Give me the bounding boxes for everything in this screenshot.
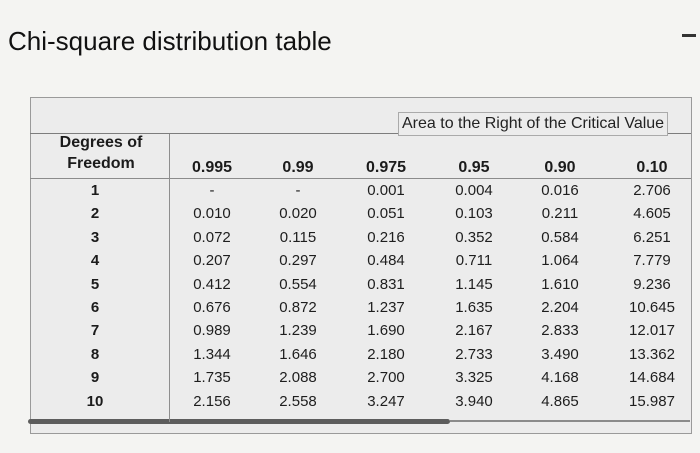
table-cell: 2.180 [367, 345, 405, 363]
table-cell: 2.706 [633, 182, 671, 199]
table-cell: 4.865 [541, 392, 579, 410]
table-cell: 0.211 [541, 205, 579, 223]
table-cell: 2.156 [193, 392, 231, 410]
table-cell: 0.872 [279, 299, 317, 316]
table-cell: 1.690 [367, 322, 405, 340]
column-header: 0.10 [636, 159, 668, 176]
table-cell: - [209, 182, 215, 199]
column-header: 0.95 [458, 159, 490, 176]
table-cell: 0.352 [455, 228, 493, 246]
table-top-rule [30, 133, 691, 134]
table-cell: 3.490 [541, 345, 579, 363]
table-cell: 1.344 [193, 345, 231, 363]
df-cell: 9 [90, 369, 100, 387]
table-cell: 9.236 [633, 275, 671, 293]
column-header: 0.975 [365, 159, 407, 176]
table-cell: 2.833 [541, 322, 579, 340]
df-cell: 1 [90, 182, 100, 199]
df-cell: 4 [90, 252, 100, 270]
table-cell: 4.605 [633, 205, 671, 223]
table-cell: 2.204 [541, 299, 579, 316]
table-cell: 3.940 [455, 392, 493, 410]
chi-square-table [30, 97, 692, 434]
table-cell: 0.676 [193, 299, 231, 316]
table-cell: 0.584 [541, 228, 579, 246]
corner-mark [682, 34, 696, 37]
table-cell: 0.554 [279, 275, 317, 293]
table-cell: 2.558 [279, 392, 317, 410]
df-header-line-1: Degrees of [59, 134, 143, 151]
table-cell: 1.635 [455, 299, 493, 316]
df-column-divider [169, 134, 170, 422]
table-cell: 0.115 [279, 228, 317, 246]
table-cell: 10.645 [629, 299, 675, 316]
df-cell: 2 [90, 205, 100, 223]
table-bottom-rule [28, 419, 450, 424]
table-cell: 0.297 [279, 252, 317, 270]
table-bottom-rule-right [450, 420, 690, 422]
df-cell: 7 [90, 322, 100, 340]
table-cell: 0.831 [367, 275, 405, 293]
table-cell: 0.412 [193, 275, 231, 293]
column-header: 0.90 [544, 159, 576, 176]
table-cell: 6.251 [633, 228, 671, 246]
df-cell: 8 [90, 345, 100, 363]
table-cell: 0.484 [367, 252, 405, 270]
table-cell: 13.362 [629, 345, 675, 363]
table-cell: 12.017 [629, 322, 675, 340]
table-cell: 0.103 [455, 205, 493, 223]
df-header: Degrees of Freedom [40, 132, 162, 174]
table-cell: 0.010 [193, 205, 231, 223]
table-header-rule [30, 178, 691, 179]
table-cell: 7.779 [633, 252, 671, 270]
table-cell: 15.987 [629, 392, 675, 410]
table-cell: 2.733 [455, 345, 493, 363]
df-cell: 5 [90, 275, 100, 293]
column-header: 0.995 [191, 159, 233, 176]
table-cell: 1.237 [367, 299, 405, 316]
table-cell: 0.989 [193, 322, 231, 340]
table-cell: 0.004 [455, 182, 493, 199]
table-cell: 2.167 [455, 322, 493, 340]
table-cell: 0.051 [367, 205, 405, 223]
table-cell: 1.145 [455, 275, 493, 293]
table-cell: 1.610 [541, 275, 579, 293]
df-cell: 6 [90, 299, 100, 316]
table-cell: 1.239 [279, 322, 317, 340]
table-cell: 0.016 [541, 182, 579, 199]
df-header-line-2: Freedom [67, 155, 135, 172]
table-cell: 1.064 [541, 252, 579, 270]
table-cell: 0.001 [367, 182, 405, 199]
table-cell: 2.088 [279, 369, 317, 387]
table-cell: 3.325 [455, 369, 493, 387]
table-cell: 1.646 [279, 345, 317, 363]
table-cell: 0.711 [455, 252, 493, 270]
page-title: Chi-square distribution table [8, 26, 332, 56]
df-cell: 10 [86, 392, 104, 410]
df-cell: 3 [90, 228, 100, 246]
table-cell: 14.684 [629, 369, 675, 387]
table-cell: 0.020 [279, 205, 317, 223]
table-cell: 4.168 [541, 369, 579, 387]
column-header: 0.99 [282, 159, 314, 176]
table-cell: 0.207 [193, 252, 231, 270]
table-cell: 0.072 [193, 228, 231, 246]
table-cell: 2.700 [367, 369, 405, 387]
table-cell: 3.247 [367, 392, 405, 410]
table-cell: 0.216 [367, 228, 405, 246]
area-caption: Area to the Right of the Critical Value [398, 112, 669, 136]
table-cell: 1.735 [193, 369, 231, 387]
table-cell: - [295, 182, 301, 199]
